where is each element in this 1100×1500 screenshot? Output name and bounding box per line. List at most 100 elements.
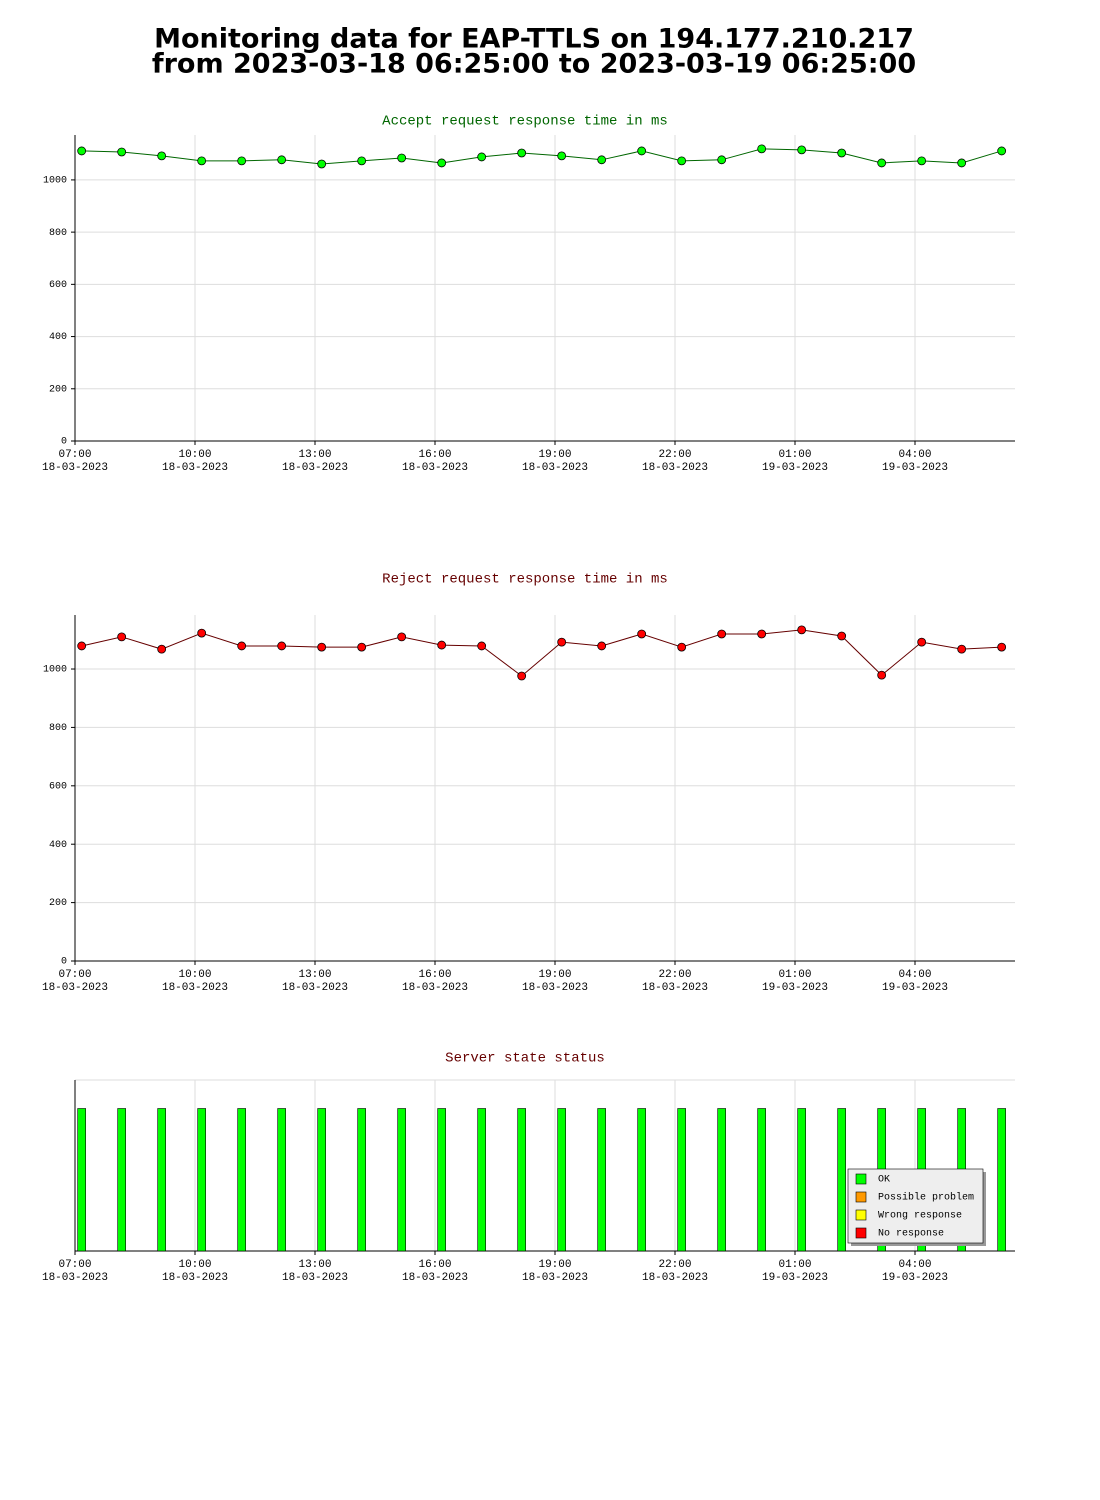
x-tick-label: 18-03-2023 <box>522 462 588 474</box>
status-bar <box>77 1108 86 1252</box>
legend-swatch <box>855 1173 867 1185</box>
legend-label: No response <box>878 1229 944 1240</box>
status-bar <box>237 1108 246 1252</box>
status-bar <box>557 1108 566 1252</box>
x-tick-label: 19-03-2023 <box>882 462 948 474</box>
status-bar <box>477 1108 486 1252</box>
x-tick-label: 19:00 <box>538 449 571 461</box>
x-tick-label: 18-03-2023 <box>642 982 708 994</box>
status-bar <box>997 1108 1006 1252</box>
x-tick-label: 19-03-2023 <box>882 982 948 994</box>
chart-title: Accept request response time in ms <box>382 114 668 130</box>
x-tick-label: 01:00 <box>778 449 811 461</box>
x-tick-label: 16:00 <box>418 449 451 461</box>
marker <box>837 148 847 158</box>
marker <box>77 146 87 156</box>
marker <box>117 147 127 157</box>
x-tick-label: 18-03-2023 <box>42 462 108 474</box>
status-bar <box>677 1108 686 1252</box>
x-tick-label: 18-03-2023 <box>282 462 348 474</box>
status-bar <box>837 1108 846 1252</box>
marker <box>357 156 367 166</box>
marker <box>917 637 927 647</box>
x-tick-label: 18-03-2023 <box>282 982 348 994</box>
legend-label: OK <box>878 1175 890 1186</box>
marker <box>117 632 127 642</box>
status-bar <box>597 1108 606 1252</box>
marker <box>237 641 247 651</box>
y-tick-label: 800 <box>49 228 67 239</box>
x-tick-label: 18-03-2023 <box>162 982 228 994</box>
status-bar <box>717 1108 726 1252</box>
marker <box>757 144 767 154</box>
marker <box>317 159 327 169</box>
marker <box>517 671 527 681</box>
marker <box>397 632 407 642</box>
x-tick-label: 18-03-2023 <box>402 982 468 994</box>
marker <box>557 637 567 647</box>
y-tick-label: 1000 <box>43 665 67 676</box>
x-tick-label: 10:00 <box>178 969 211 981</box>
marker <box>357 642 367 652</box>
marker <box>157 644 167 654</box>
y-tick-label: 200 <box>49 898 67 909</box>
x-tick-label: 18-03-2023 <box>402 1272 468 1284</box>
legend-label: Possible problem <box>878 1192 974 1204</box>
chart-title: Server state status <box>445 1051 605 1067</box>
x-tick-label: 13:00 <box>298 1259 331 1271</box>
x-tick-label: 18-03-2023 <box>162 1272 228 1284</box>
marker <box>157 151 167 161</box>
x-tick-label: 19-03-2023 <box>762 1272 828 1284</box>
marker <box>797 625 807 635</box>
status-bar <box>397 1108 406 1252</box>
status-bar <box>277 1108 286 1252</box>
marker <box>197 628 207 638</box>
marker <box>997 642 1007 652</box>
x-tick-label: 19:00 <box>538 1259 571 1271</box>
marker <box>277 155 287 165</box>
x-tick-label: 07:00 <box>58 449 91 461</box>
y-tick-label: 800 <box>49 723 67 734</box>
chart-title: Reject request response time in ms <box>382 572 668 588</box>
y-tick-label: 0 <box>61 437 67 448</box>
x-tick-label: 22:00 <box>658 1259 691 1271</box>
x-tick-label: 19-03-2023 <box>762 982 828 994</box>
x-tick-label: 07:00 <box>58 1259 91 1271</box>
y-tick-label: 200 <box>49 384 67 395</box>
x-tick-label: 01:00 <box>778 1259 811 1271</box>
status-bar <box>357 1108 366 1252</box>
marker <box>677 156 687 166</box>
y-tick-label: 1000 <box>43 176 67 187</box>
legend-label: Wrong response <box>878 1211 962 1222</box>
status-bar <box>117 1108 126 1252</box>
marker <box>237 156 247 166</box>
x-tick-label: 22:00 <box>658 449 691 461</box>
x-tick-label: 18-03-2023 <box>522 1272 588 1284</box>
status-bar <box>437 1108 446 1252</box>
marker <box>717 155 727 165</box>
legend-swatch <box>855 1209 867 1221</box>
x-tick-label: 18-03-2023 <box>522 982 588 994</box>
x-tick-label: 16:00 <box>418 1259 451 1271</box>
x-tick-label: 04:00 <box>898 969 931 981</box>
status-bar <box>157 1108 166 1252</box>
marker <box>797 145 807 155</box>
marker <box>197 156 207 166</box>
marker <box>757 629 767 639</box>
marker <box>437 640 447 650</box>
x-tick-label: 18-03-2023 <box>402 462 468 474</box>
x-tick-label: 16:00 <box>418 969 451 981</box>
x-tick-label: 18-03-2023 <box>642 1272 708 1284</box>
marker <box>317 642 327 652</box>
marker <box>637 146 647 156</box>
x-tick-label: 04:00 <box>898 449 931 461</box>
x-tick-label: 18-03-2023 <box>282 1272 348 1284</box>
main-title: Monitoring data for EAP-TTLS on 194.177.… <box>154 24 914 55</box>
y-tick-label: 600 <box>49 280 67 291</box>
x-tick-label: 18-03-2023 <box>42 1272 108 1284</box>
x-tick-label: 18-03-2023 <box>162 462 228 474</box>
marker <box>917 156 927 166</box>
marker <box>597 641 607 651</box>
x-tick-label: 10:00 <box>178 449 211 461</box>
legend-swatch <box>855 1191 867 1203</box>
